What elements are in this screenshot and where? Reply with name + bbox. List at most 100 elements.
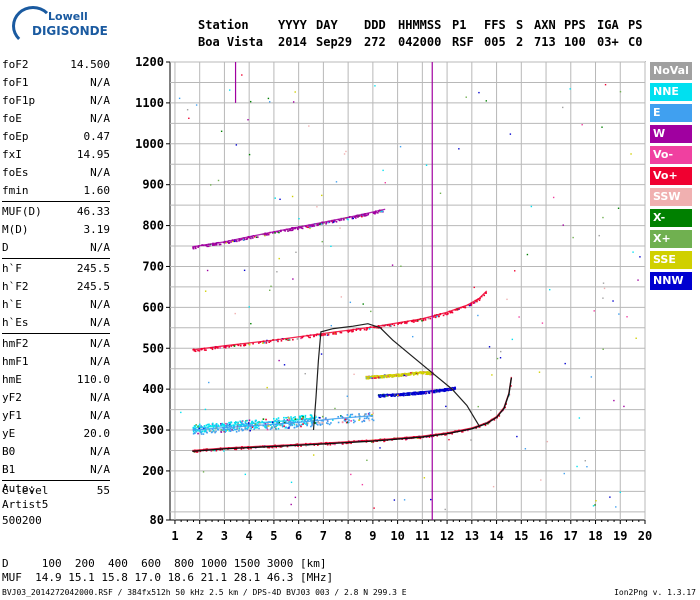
echo-dot [269, 340, 272, 343]
echo-dot [315, 416, 317, 418]
noise-dot [206, 269, 209, 272]
echo-dot [483, 294, 486, 297]
echo-dot [267, 446, 269, 449]
echo-dot [478, 299, 481, 302]
echo-dot [311, 423, 313, 426]
echo-dot [289, 420, 292, 423]
echo-dot [318, 333, 320, 336]
echo-dot [306, 419, 309, 422]
param-label: h`Es [2, 316, 29, 329]
noise-dot [496, 357, 499, 360]
echo-dot [335, 220, 338, 223]
noise-dot [278, 359, 280, 362]
noise-dot [278, 257, 280, 260]
echo-dot [418, 437, 420, 439]
param-value: 46.33 [76, 205, 110, 218]
echo-dot [349, 330, 351, 332]
echo-dot [380, 210, 383, 213]
echo-dot [421, 392, 423, 395]
echo-dot [335, 333, 337, 335]
echo-dot [231, 240, 234, 243]
echo-dot [300, 226, 302, 229]
echo-dot [304, 416, 307, 418]
echo-dot [332, 419, 334, 421]
noise-dot [423, 477, 426, 479]
echo-dot [288, 419, 291, 422]
echo-dot [228, 242, 231, 244]
param-row: yF2 N/A [2, 389, 110, 407]
echo-dot [340, 331, 343, 334]
noise-dot [425, 164, 428, 166]
noise-dot [626, 316, 628, 318]
echo-dot [359, 328, 362, 331]
echo-dot [310, 417, 313, 420]
echo-dot [201, 426, 203, 428]
noise-dot [295, 251, 297, 254]
trace-line [192, 415, 373, 431]
echo-dot [321, 415, 324, 418]
echo-dot [300, 418, 303, 420]
echo-dot [275, 446, 278, 449]
echo-dot [435, 391, 438, 393]
param-row: yE 20.0 [2, 425, 110, 443]
echo-dot [341, 415, 344, 418]
echo-dot [248, 236, 251, 239]
echo-dot [307, 226, 310, 229]
param-value: N/A [90, 166, 110, 179]
noise-dot [492, 485, 495, 488]
legend-item-nnw: NNW [650, 272, 692, 290]
noise-dot [563, 472, 565, 475]
legend-item-w: W [650, 125, 692, 143]
echo-dot [448, 388, 450, 390]
echo-dot [385, 395, 388, 398]
echo-dot [264, 426, 266, 428]
echo-dot [286, 427, 289, 429]
echo-dot [381, 210, 384, 213]
echo-dot [405, 374, 408, 377]
echo-dot [344, 420, 347, 422]
echo-dot [468, 304, 471, 307]
param-label: MUF(D) [2, 205, 42, 218]
echo-dot [377, 212, 379, 214]
echo-dot [288, 421, 290, 423]
y-tick-label: 80 [150, 513, 164, 527]
echo-dot [261, 420, 263, 423]
echo-dot [453, 388, 455, 391]
echo-dot [309, 414, 312, 416]
echo-dot [225, 241, 228, 244]
echo-dot [444, 313, 446, 315]
echo-dot [485, 292, 487, 294]
echo-dot [364, 413, 366, 416]
noise-dot [334, 407, 336, 410]
echo-dot [325, 221, 328, 224]
param-value: N/A [90, 463, 110, 476]
noise-dot [316, 206, 318, 208]
echo-dot [386, 375, 389, 377]
echo-dot [446, 389, 448, 391]
noise-dot [562, 224, 564, 226]
echo-dot [416, 392, 419, 395]
echo-dot [473, 301, 476, 304]
echo-dot [350, 420, 352, 422]
echo-dot [203, 430, 205, 433]
param-separator [2, 258, 110, 259]
param-row: B0 N/A [2, 443, 110, 461]
echo-dot [221, 429, 224, 431]
noise-dot [321, 240, 323, 243]
echo-dot [346, 421, 349, 424]
noise-dot [549, 288, 551, 291]
auto-scaling-info: Auto: Artist5 500200 [2, 481, 48, 529]
noise-dot [609, 496, 611, 498]
echo-dot [252, 342, 254, 345]
profile-curve [312, 323, 480, 431]
echo-dot [329, 443, 332, 446]
echo-dot [373, 377, 376, 379]
echo-dot [450, 389, 452, 391]
legend-item-e: E [650, 104, 692, 122]
legend-item-noval: NoVal [650, 62, 692, 80]
echo-dot [300, 425, 302, 428]
x-tick-label: 6 [295, 529, 302, 543]
echo-dot [217, 346, 219, 349]
echo-dot [268, 341, 270, 343]
echo-dot [288, 423, 291, 426]
